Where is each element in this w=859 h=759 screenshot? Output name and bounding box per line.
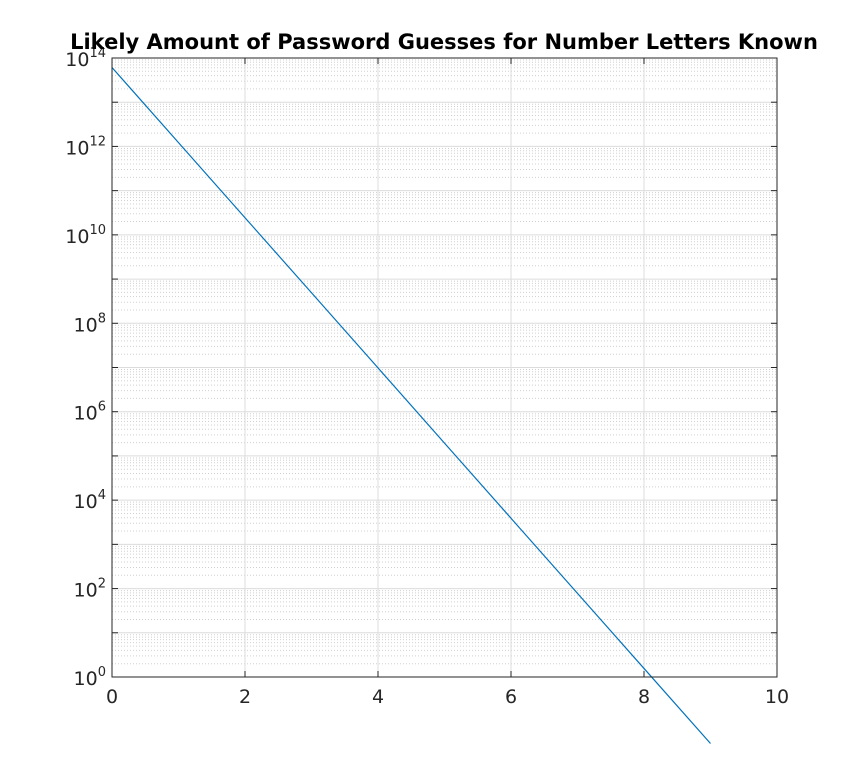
x-tick-label: 6 (505, 686, 517, 708)
y-tick-label: 1010 (65, 223, 106, 248)
y-tick-exponent: 0 (98, 665, 106, 680)
y-tick-base: 10 (74, 491, 98, 513)
x-tick-label: 10 (765, 686, 789, 708)
x-tick-label: 0 (106, 686, 118, 708)
y-tick-exponent: 14 (89, 46, 106, 61)
axis-ticks (111, 57, 778, 678)
y-tick-label: 102 (74, 577, 106, 602)
chart-title: Likely Amount of Password Guesses for Nu… (70, 30, 818, 54)
y-tick-base: 10 (65, 226, 89, 248)
y-tick-label: 104 (74, 488, 106, 513)
y-tick-label: 1014 (65, 46, 106, 71)
y-tick-exponent: 2 (98, 577, 106, 592)
x-tick-label: 8 (638, 686, 650, 708)
x-tick-labels: 0 2 4 6 8 10 (106, 686, 789, 708)
y-tick-exponent: 10 (89, 223, 106, 238)
x-tick-label: 2 (239, 686, 251, 708)
y-tick-base: 10 (65, 137, 89, 159)
y-tick-base: 10 (74, 580, 98, 602)
y-tick-exponent: 8 (98, 311, 106, 326)
y-tick-exponent: 6 (98, 400, 106, 415)
y-tick-base: 10 (74, 668, 98, 690)
series-line (111, 67, 711, 744)
y-tick-label: 100 (74, 665, 106, 690)
series-layer (111, 67, 711, 744)
y-tick-base: 10 (65, 49, 89, 71)
y-tick-label: 1012 (65, 134, 106, 159)
y-tick-label: 106 (74, 400, 106, 425)
y-tick-base: 10 (74, 403, 98, 425)
y-tick-exponent: 4 (98, 488, 106, 503)
y-tick-label: 108 (74, 311, 106, 336)
y-tick-base: 10 (74, 314, 98, 336)
x-tick-label: 4 (372, 686, 384, 708)
y-tick-exponent: 12 (89, 134, 106, 149)
